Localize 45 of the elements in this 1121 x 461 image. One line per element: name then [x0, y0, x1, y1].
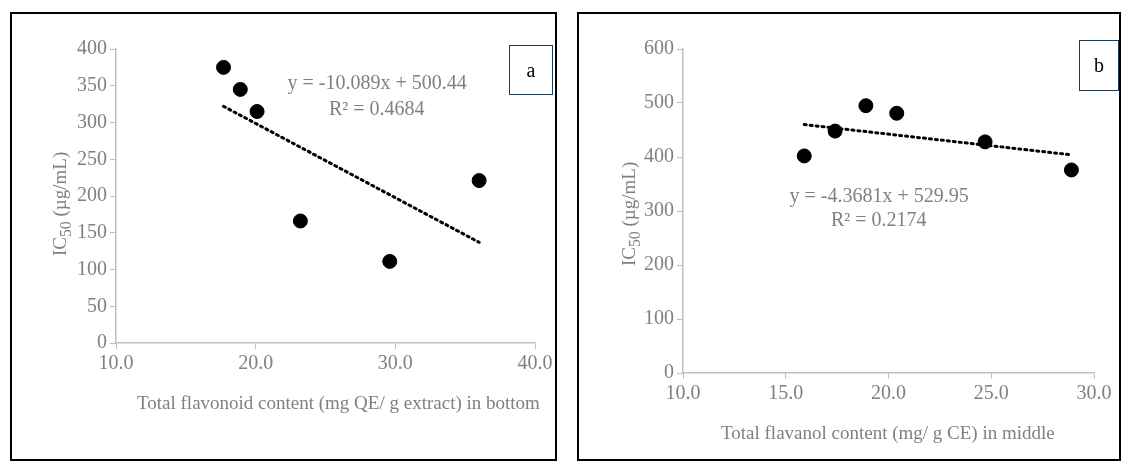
point [471, 173, 487, 189]
y-tick-label: 300 [644, 198, 674, 221]
annotation: b [1079, 40, 1119, 91]
y-tick-label: 250 [77, 146, 107, 169]
x-tick-label: 15.0 [768, 381, 804, 404]
x-axis-title: Total flavonoid content (mg QE/ g extract) in bottom [137, 392, 541, 414]
point [977, 134, 993, 150]
y-tick-label: 0 [664, 360, 674, 383]
point [889, 105, 905, 121]
annotation: y = -4.3681x + 529.95 [789, 184, 969, 206]
x-axis-title: Total flavanol content (mg/ g CE) in middle [721, 422, 1056, 444]
point [216, 59, 232, 75]
x-tick-label: 25.0 [973, 381, 1009, 404]
x-tick-label: 10.0 [98, 351, 134, 374]
y-tick-label: 0 [97, 330, 107, 353]
point [292, 213, 308, 229]
y-tick-label: 400 [77, 36, 107, 59]
y-tick-label: 150 [77, 220, 107, 242]
x-tick-label: 20.0 [238, 351, 274, 374]
point [827, 123, 843, 139]
annotation: R² = 0.4684 [329, 97, 425, 119]
y-tick-label: 200 [77, 183, 107, 206]
y-tick-label: 350 [77, 73, 107, 95]
annotation: y = -10.089x + 500.44 [287, 71, 467, 93]
point [858, 98, 874, 114]
point [232, 81, 248, 97]
y-tick-label: 600 [644, 36, 674, 59]
y-tick-label: 100 [644, 306, 674, 329]
x-tick-label: 20.0 [871, 381, 906, 404]
point [382, 253, 398, 269]
annotation: R² = 0.2174 [831, 208, 927, 230]
x-tick-label: 40.0 [517, 351, 553, 374]
y-tick-label: 200 [644, 252, 674, 275]
x-tick-label: 30.0 [377, 351, 413, 374]
y-tick-label: 300 [77, 109, 107, 132]
x-tick-label: 30.0 [1076, 381, 1112, 404]
y-tick-label: 50 [87, 293, 107, 316]
y-tick-label: 500 [644, 90, 674, 113]
point [249, 103, 265, 119]
y-tick-label: 400 [644, 144, 674, 167]
point [1063, 162, 1079, 178]
y-tick-label: 100 [77, 256, 107, 279]
point [796, 148, 812, 164]
annotation: a [509, 45, 553, 95]
x-tick-label: 10.0 [665, 381, 701, 404]
